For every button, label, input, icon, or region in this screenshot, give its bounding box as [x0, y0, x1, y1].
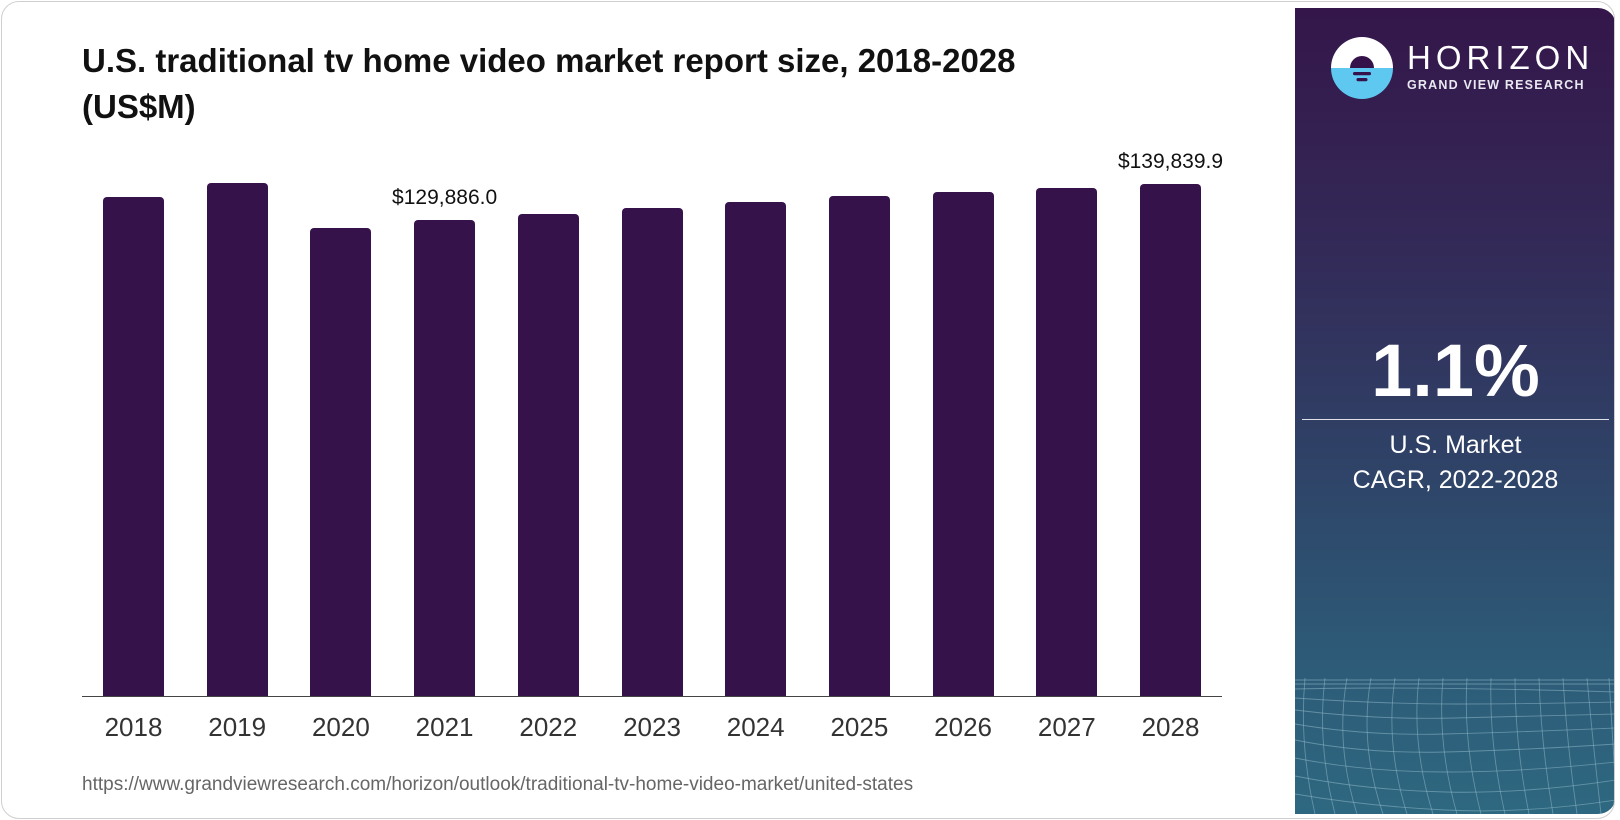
- panel-divider: [1302, 419, 1609, 420]
- chart-title: U.S. traditional tv home video market re…: [82, 38, 1232, 130]
- x-tick-label: 2018: [104, 712, 163, 742]
- cagr-label-line2: CAGR, 2022-2028: [1352, 466, 1559, 494]
- brand-side-panel: HORIZON GRAND VIEW RESEARCH 1.1% U.S. Ma…: [1295, 8, 1614, 814]
- x-tick-label: 2026: [934, 712, 993, 742]
- bar-2024: [725, 202, 787, 696]
- chart-title-line1: U.S. traditional tv home video market re…: [82, 42, 1016, 79]
- sun-over-water-logo-icon: [1331, 37, 1393, 99]
- cagr-label: U.S. Market CAGR, 2022-2028: [1295, 428, 1614, 498]
- x-axis-line: [82, 696, 1222, 697]
- x-tick-label: 2027: [1037, 712, 1096, 742]
- bar-2019: [206, 183, 268, 696]
- x-tick-label: 2023: [623, 712, 681, 742]
- x-tick-label: 2028: [1141, 712, 1200, 742]
- cagr-value: 1.1%: [1371, 329, 1540, 412]
- bar-2022: [517, 214, 579, 696]
- brand-name: HORIZON: [1407, 39, 1595, 76]
- brand-subtitle: GRAND VIEW RESEARCH: [1407, 78, 1585, 92]
- bar-value-label: $129,886.0: [392, 186, 498, 210]
- bar-2020: [310, 228, 372, 696]
- x-tick-label: 2020: [311, 712, 370, 742]
- bar-chart-plot: 2018 2019 2020 2021 $129,886.0 2022 2023 2024 20…: [2, 2, 1292, 818]
- brand-wordmark: HORIZON GRAND VIEW RESEARCH: [1407, 39, 1595, 93]
- chart-title-line2: (US$M): [82, 88, 196, 125]
- bar-value-label: $139,839.9: [1117, 150, 1224, 173]
- x-tick-label: 2022: [519, 712, 578, 742]
- x-tick-label: 2021: [415, 712, 474, 742]
- x-tick-label: 2019: [208, 712, 267, 742]
- bar-2027: [1036, 188, 1098, 696]
- bar-2026: [932, 192, 994, 696]
- bar-2023: [621, 207, 683, 696]
- cagr-label-line1: U.S. Market: [1389, 431, 1522, 459]
- x-tick-label: 2024: [726, 712, 785, 742]
- bar-2028: [1140, 184, 1201, 696]
- wave-mesh-decoration-icon: [1295, 677, 1614, 814]
- bar-2021: [414, 220, 476, 696]
- bar-2025: [828, 196, 890, 696]
- source-url: https://www.grandviewresearch.com/horizo…: [82, 774, 914, 795]
- bar-2018: [103, 196, 164, 696]
- x-tick-label: 2025: [830, 712, 889, 742]
